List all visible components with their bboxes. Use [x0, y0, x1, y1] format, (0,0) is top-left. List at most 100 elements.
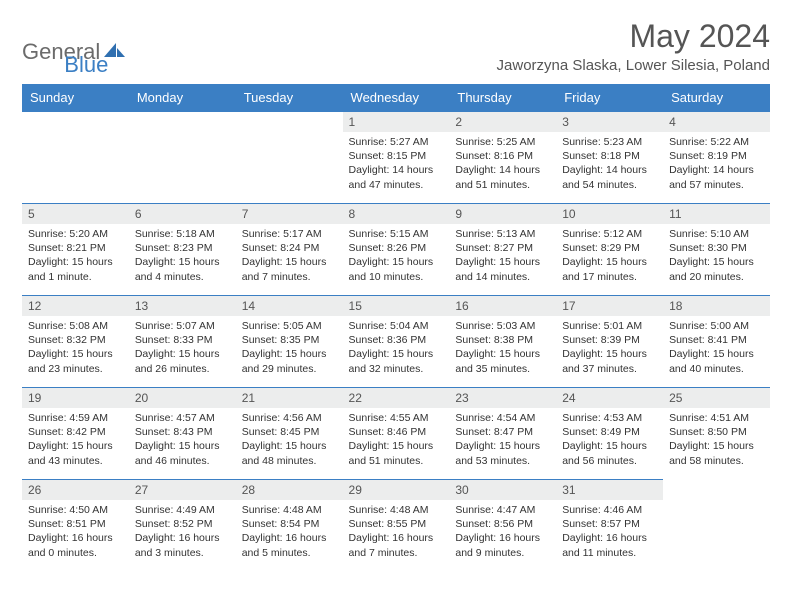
- calendar-day-cell: 29Sunrise: 4:48 AMSunset: 8:55 PMDayligh…: [343, 480, 450, 572]
- calendar-day-cell: 6Sunrise: 5:18 AMSunset: 8:23 PMDaylight…: [129, 204, 236, 296]
- calendar-day-cell: 7Sunrise: 5:17 AMSunset: 8:24 PMDaylight…: [236, 204, 343, 296]
- title-block: May 2024 Jaworzyna Slaska, Lower Silesia…: [497, 18, 770, 74]
- header: General Blue May 2024 Jaworzyna Slaska, …: [22, 18, 770, 78]
- day-details: Sunrise: 4:53 AMSunset: 8:49 PMDaylight:…: [556, 408, 663, 471]
- calendar-day-cell: 4Sunrise: 5:22 AMSunset: 8:19 PMDaylight…: [663, 112, 770, 204]
- day-details: Sunrise: 5:08 AMSunset: 8:32 PMDaylight:…: [22, 316, 129, 379]
- day-number: 18: [663, 296, 770, 316]
- calendar-day-cell: 20Sunrise: 4:57 AMSunset: 8:43 PMDayligh…: [129, 388, 236, 480]
- day-number: 29: [343, 480, 450, 500]
- day-number: 22: [343, 388, 450, 408]
- calendar-table: SundayMondayTuesdayWednesdayThursdayFrid…: [22, 84, 770, 572]
- weekday-header-row: SundayMondayTuesdayWednesdayThursdayFrid…: [22, 84, 770, 112]
- weekday-header: Monday: [129, 84, 236, 112]
- day-details: Sunrise: 5:01 AMSunset: 8:39 PMDaylight:…: [556, 316, 663, 379]
- calendar-day-cell: 25Sunrise: 4:51 AMSunset: 8:50 PMDayligh…: [663, 388, 770, 480]
- day-number: 19: [22, 388, 129, 408]
- calendar-day-cell: 21Sunrise: 4:56 AMSunset: 8:45 PMDayligh…: [236, 388, 343, 480]
- day-details: Sunrise: 5:13 AMSunset: 8:27 PMDaylight:…: [449, 224, 556, 287]
- day-details: Sunrise: 5:25 AMSunset: 8:16 PMDaylight:…: [449, 132, 556, 195]
- day-number: 5: [22, 204, 129, 224]
- day-details: Sunrise: 4:57 AMSunset: 8:43 PMDaylight:…: [129, 408, 236, 471]
- calendar-day-cell: 9Sunrise: 5:13 AMSunset: 8:27 PMDaylight…: [449, 204, 556, 296]
- day-details: Sunrise: 5:05 AMSunset: 8:35 PMDaylight:…: [236, 316, 343, 379]
- calendar-day-cell: 27Sunrise: 4:49 AMSunset: 8:52 PMDayligh…: [129, 480, 236, 572]
- weekday-header: Friday: [556, 84, 663, 112]
- day-details: Sunrise: 5:12 AMSunset: 8:29 PMDaylight:…: [556, 224, 663, 287]
- day-details: Sunrise: 4:56 AMSunset: 8:45 PMDaylight:…: [236, 408, 343, 471]
- calendar-day-cell: 19Sunrise: 4:59 AMSunset: 8:42 PMDayligh…: [22, 388, 129, 480]
- day-details: Sunrise: 5:17 AMSunset: 8:24 PMDaylight:…: [236, 224, 343, 287]
- calendar-day-cell: 30Sunrise: 4:47 AMSunset: 8:56 PMDayligh…: [449, 480, 556, 572]
- calendar-day-cell: 13Sunrise: 5:07 AMSunset: 8:33 PMDayligh…: [129, 296, 236, 388]
- calendar-day-cell: 17Sunrise: 5:01 AMSunset: 8:39 PMDayligh…: [556, 296, 663, 388]
- day-details: Sunrise: 4:48 AMSunset: 8:55 PMDaylight:…: [343, 500, 450, 563]
- calendar-day-cell: [236, 112, 343, 204]
- weekday-header: Sunday: [22, 84, 129, 112]
- calendar-day-cell: 24Sunrise: 4:53 AMSunset: 8:49 PMDayligh…: [556, 388, 663, 480]
- calendar-week-row: 5Sunrise: 5:20 AMSunset: 8:21 PMDaylight…: [22, 204, 770, 296]
- day-details: Sunrise: 4:47 AMSunset: 8:56 PMDaylight:…: [449, 500, 556, 563]
- weekday-header: Tuesday: [236, 84, 343, 112]
- day-details: Sunrise: 4:55 AMSunset: 8:46 PMDaylight:…: [343, 408, 450, 471]
- calendar-day-cell: 18Sunrise: 5:00 AMSunset: 8:41 PMDayligh…: [663, 296, 770, 388]
- day-number: 15: [343, 296, 450, 316]
- calendar-week-row: 26Sunrise: 4:50 AMSunset: 8:51 PMDayligh…: [22, 480, 770, 572]
- calendar-day-cell: 2Sunrise: 5:25 AMSunset: 8:16 PMDaylight…: [449, 112, 556, 204]
- calendar-day-cell: 26Sunrise: 4:50 AMSunset: 8:51 PMDayligh…: [22, 480, 129, 572]
- calendar-day-cell: 10Sunrise: 5:12 AMSunset: 8:29 PMDayligh…: [556, 204, 663, 296]
- day-details: Sunrise: 4:48 AMSunset: 8:54 PMDaylight:…: [236, 500, 343, 563]
- day-details: Sunrise: 5:27 AMSunset: 8:15 PMDaylight:…: [343, 132, 450, 195]
- day-details: Sunrise: 5:15 AMSunset: 8:26 PMDaylight:…: [343, 224, 450, 287]
- calendar-day-cell: 23Sunrise: 4:54 AMSunset: 8:47 PMDayligh…: [449, 388, 556, 480]
- calendar-day-cell: 1Sunrise: 5:27 AMSunset: 8:15 PMDaylight…: [343, 112, 450, 204]
- day-number: 30: [449, 480, 556, 500]
- calendar-day-cell: 5Sunrise: 5:20 AMSunset: 8:21 PMDaylight…: [22, 204, 129, 296]
- day-number: 20: [129, 388, 236, 408]
- calendar-day-cell: 11Sunrise: 5:10 AMSunset: 8:30 PMDayligh…: [663, 204, 770, 296]
- day-details: Sunrise: 4:46 AMSunset: 8:57 PMDaylight:…: [556, 500, 663, 563]
- day-details: Sunrise: 5:00 AMSunset: 8:41 PMDaylight:…: [663, 316, 770, 379]
- weekday-header: Saturday: [663, 84, 770, 112]
- calendar-week-row: 12Sunrise: 5:08 AMSunset: 8:32 PMDayligh…: [22, 296, 770, 388]
- day-number: 31: [556, 480, 663, 500]
- calendar-day-cell: 8Sunrise: 5:15 AMSunset: 8:26 PMDaylight…: [343, 204, 450, 296]
- day-number: 23: [449, 388, 556, 408]
- day-details: Sunrise: 5:04 AMSunset: 8:36 PMDaylight:…: [343, 316, 450, 379]
- calendar-day-cell: [129, 112, 236, 204]
- calendar-day-cell: 3Sunrise: 5:23 AMSunset: 8:18 PMDaylight…: [556, 112, 663, 204]
- day-details: Sunrise: 5:20 AMSunset: 8:21 PMDaylight:…: [22, 224, 129, 287]
- day-number: 25: [663, 388, 770, 408]
- day-number: 13: [129, 296, 236, 316]
- calendar-day-cell: [22, 112, 129, 204]
- day-number: 12: [22, 296, 129, 316]
- day-number: 8: [343, 204, 450, 224]
- weekday-header: Wednesday: [343, 84, 450, 112]
- calendar-body: 1Sunrise: 5:27 AMSunset: 8:15 PMDaylight…: [22, 112, 770, 572]
- day-number: 6: [129, 204, 236, 224]
- day-number: 1: [343, 112, 450, 132]
- day-number: 7: [236, 204, 343, 224]
- day-number: 14: [236, 296, 343, 316]
- day-number: 9: [449, 204, 556, 224]
- calendar-day-cell: 15Sunrise: 5:04 AMSunset: 8:36 PMDayligh…: [343, 296, 450, 388]
- day-number: 17: [556, 296, 663, 316]
- calendar-week-row: 1Sunrise: 5:27 AMSunset: 8:15 PMDaylight…: [22, 112, 770, 204]
- day-number: 27: [129, 480, 236, 500]
- day-details: Sunrise: 5:03 AMSunset: 8:38 PMDaylight:…: [449, 316, 556, 379]
- day-details: Sunrise: 5:18 AMSunset: 8:23 PMDaylight:…: [129, 224, 236, 287]
- day-details: Sunrise: 4:51 AMSunset: 8:50 PMDaylight:…: [663, 408, 770, 471]
- day-details: Sunrise: 4:50 AMSunset: 8:51 PMDaylight:…: [22, 500, 129, 563]
- calendar-day-cell: 28Sunrise: 4:48 AMSunset: 8:54 PMDayligh…: [236, 480, 343, 572]
- calendar-week-row: 19Sunrise: 4:59 AMSunset: 8:42 PMDayligh…: [22, 388, 770, 480]
- month-title: May 2024: [497, 18, 770, 55]
- day-number: 11: [663, 204, 770, 224]
- day-details: Sunrise: 4:59 AMSunset: 8:42 PMDaylight:…: [22, 408, 129, 471]
- day-number: 3: [556, 112, 663, 132]
- day-details: Sunrise: 5:07 AMSunset: 8:33 PMDaylight:…: [129, 316, 236, 379]
- logo-text-blue: Blue: [64, 52, 108, 78]
- calendar-day-cell: 14Sunrise: 5:05 AMSunset: 8:35 PMDayligh…: [236, 296, 343, 388]
- day-number: 2: [449, 112, 556, 132]
- calendar-day-cell: 12Sunrise: 5:08 AMSunset: 8:32 PMDayligh…: [22, 296, 129, 388]
- day-number: 28: [236, 480, 343, 500]
